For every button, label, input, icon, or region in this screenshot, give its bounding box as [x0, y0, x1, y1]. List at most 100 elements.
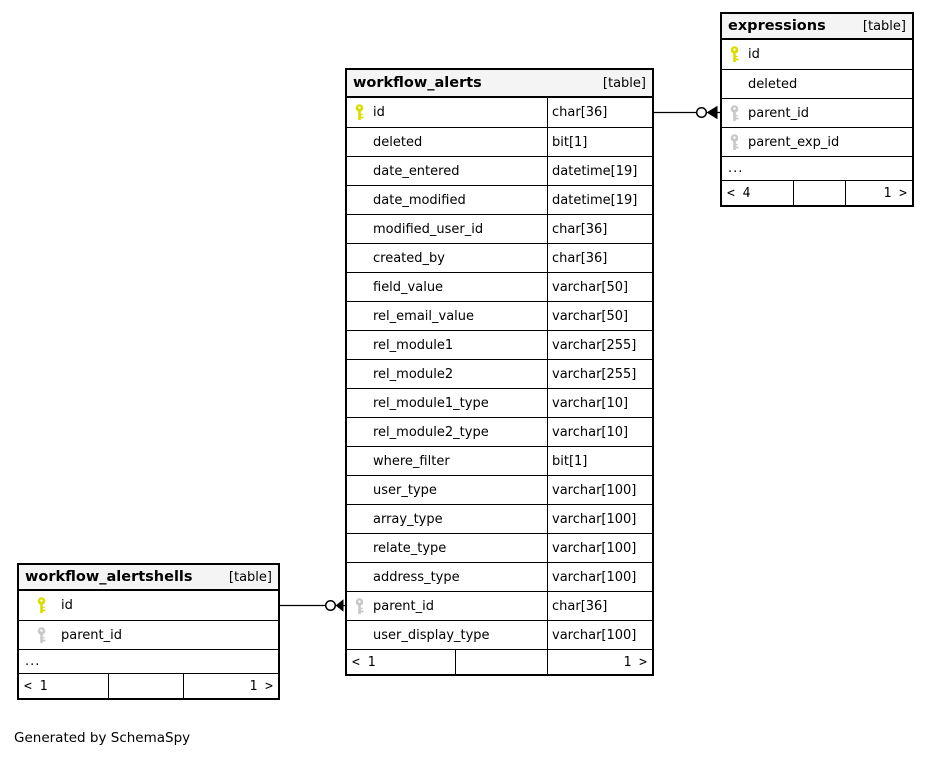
column-name: id	[61, 598, 73, 613]
column-name: deleted	[373, 134, 423, 150]
column-row: rel_module1 varchar[255]	[347, 330, 652, 359]
connector-alerts-to-expressions	[654, 105, 720, 120]
column-name: address_type	[373, 569, 460, 585]
column-type: varchar[50]	[547, 273, 652, 301]
column-type: char[36]	[547, 244, 652, 272]
table-title[interactable]: workflow_alerts	[353, 75, 482, 91]
column-row: parent_exp_id	[722, 127, 912, 156]
column-type: char[36]	[547, 98, 652, 127]
column-type: datetime[19]	[547, 186, 652, 214]
table-footer: < 4 1 >	[722, 180, 912, 205]
table-footer: < 1 1 >	[19, 673, 278, 698]
table-header[interactable]: workflow_alerts [table]	[347, 70, 652, 98]
column-name: relate_type	[373, 540, 447, 556]
footer-parents-count: 1 >	[183, 674, 278, 698]
primary-key-icon	[35, 591, 61, 620]
no-key-spacer	[353, 331, 373, 359]
no-key-spacer	[353, 244, 373, 272]
column-name: parent_id	[61, 627, 122, 643]
column-row: deleted bit[1]	[347, 127, 652, 156]
no-key-spacer	[353, 418, 373, 446]
ellipsis-row: ...	[722, 156, 912, 180]
column-name: created_by	[373, 250, 445, 266]
table-header[interactable]: workflow_alertshells [table]	[19, 565, 278, 591]
footer-children-count: < 1	[352, 654, 376, 670]
no-key-spacer	[353, 186, 373, 214]
column-row: id char[36]	[347, 98, 652, 127]
column-type: varchar[255]	[547, 360, 652, 388]
column-type: char[36]	[547, 592, 652, 620]
column-row: parent_id	[19, 620, 278, 649]
connector-alertshells-to-alerts	[280, 599, 345, 612]
table-title[interactable]: workflow_alertshells	[25, 569, 193, 585]
column-row: where_filter bit[1]	[347, 446, 652, 475]
ellipsis-row: ...	[19, 649, 278, 673]
foreign-key-icon	[353, 592, 373, 620]
column-rows: id char[36] deleted bit[1] date_entered datet…	[347, 98, 652, 649]
column-name: rel_module2	[373, 366, 454, 382]
column-type: varchar[100]	[547, 505, 652, 533]
column-row: date_modified datetime[19]	[347, 185, 652, 214]
table-workflow-alerts: workflow_alerts [table] id char[36] delete…	[345, 68, 654, 676]
column-name: id	[748, 47, 760, 62]
column-row: modified_user_id char[36]	[347, 214, 652, 243]
no-key-spacer	[353, 215, 373, 243]
column-row: user_type varchar[100]	[347, 475, 652, 504]
no-key-spacer	[353, 534, 373, 562]
no-key-spacer	[353, 273, 373, 301]
column-name: rel_module1_type	[373, 395, 489, 411]
column-row: address_type varchar[100]	[347, 562, 652, 591]
column-type: varchar[100]	[547, 563, 652, 591]
column-row: id	[19, 591, 278, 620]
column-name: id	[373, 105, 385, 120]
column-type: bit[1]	[547, 447, 652, 475]
column-type: varchar[100]	[547, 476, 652, 504]
column-type: varchar[100]	[547, 534, 652, 562]
column-row: deleted	[722, 69, 912, 98]
table-workflow-alertshells: workflow_alertshells [table] id parent_id…	[17, 563, 280, 700]
column-type: varchar[255]	[547, 331, 652, 359]
column-name: deleted	[748, 76, 798, 92]
column-name: rel_email_value	[373, 308, 475, 324]
column-row: user_display_type varchar[100]	[347, 620, 652, 649]
column-name: user_type	[373, 482, 437, 498]
table-tag: [table]	[862, 18, 906, 34]
table-footer: < 1 1 >	[347, 649, 652, 674]
no-key-spacer	[353, 360, 373, 388]
column-row: field_value varchar[50]	[347, 272, 652, 301]
column-row: parent_id char[36]	[347, 591, 652, 620]
footer-parents-count: 1 >	[845, 181, 912, 205]
generated-by-note: Generated by SchemaSpy	[14, 730, 191, 746]
no-key-spacer	[353, 128, 373, 156]
column-rows: id parent_id...	[19, 591, 278, 673]
column-type: char[36]	[547, 215, 652, 243]
footer-middle-cell	[793, 181, 845, 205]
column-name: array_type	[373, 511, 443, 527]
column-name: parent_exp_id	[748, 134, 840, 150]
table-header[interactable]: expressions [table]	[722, 14, 912, 40]
no-key-spacer	[353, 157, 373, 185]
column-row: created_by char[36]	[347, 243, 652, 272]
table-tag: [table]	[228, 569, 272, 585]
table-title[interactable]: expressions	[728, 18, 826, 34]
footer-parents-count: 1 >	[547, 650, 652, 674]
table-tag: [table]	[602, 75, 646, 91]
no-key-spacer	[353, 621, 373, 649]
no-key-spacer	[353, 505, 373, 533]
no-key-spacer	[353, 447, 373, 475]
column-type: varchar[50]	[547, 302, 652, 330]
column-name: date_modified	[373, 192, 466, 208]
foreign-key-icon	[728, 99, 748, 127]
column-row: rel_email_value varchar[50]	[347, 301, 652, 330]
column-name: user_display_type	[373, 627, 490, 643]
column-name: modified_user_id	[373, 221, 484, 237]
column-row: date_entered datetime[19]	[347, 156, 652, 185]
column-row: rel_module1_type varchar[10]	[347, 388, 652, 417]
column-name: where_filter	[373, 453, 450, 469]
foreign-key-icon	[728, 128, 748, 156]
footer-children-count: < 1	[24, 678, 48, 694]
primary-key-icon	[728, 40, 748, 69]
column-name: parent_id	[748, 105, 809, 121]
